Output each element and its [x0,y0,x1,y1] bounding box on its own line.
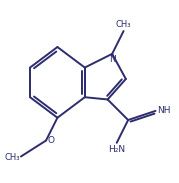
Text: O: O [48,136,55,145]
Text: CH₃: CH₃ [4,153,20,162]
Text: CH₃: CH₃ [116,20,131,29]
Text: N: N [109,55,116,64]
Text: NH: NH [157,106,170,115]
Text: H₂N: H₂N [108,145,125,154]
